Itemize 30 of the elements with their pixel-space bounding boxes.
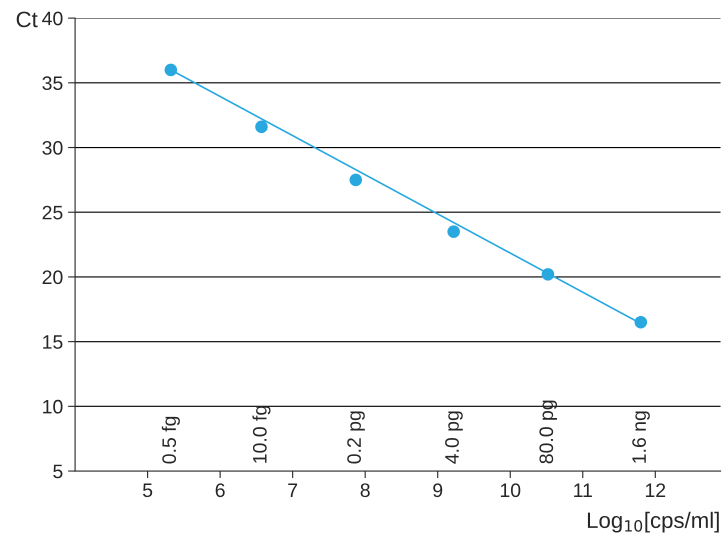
x-tick-label: 12 [646,483,666,497]
y-tick-label: 30 [42,140,63,155]
y-axis-title: Ct [16,12,38,28]
annotation: 0.5 fg [162,416,180,464]
x-tick-label: 5 [142,484,152,498]
x-tick-label: 7 [288,484,298,497]
y-tick-label: 25 [42,206,62,220]
x-axis-title: Log$_{10}$[cps/ml] [588,512,719,533]
y-tick-label: 5 [53,464,62,478]
point [634,316,648,328]
point [447,225,460,238]
point [542,268,554,281]
x-tick-label: 9 [433,483,442,498]
annotation: 80.0 pg [539,400,558,464]
annotation: 1.6 ng [632,411,650,463]
y-tick-label: 15 [43,335,62,349]
y-tick-label: 40 [42,12,63,26]
point [349,174,362,186]
point [164,64,178,76]
y-tick-label: 20 [42,270,63,284]
x-tick-label: 10 [500,483,520,498]
x-tick-label: 8 [360,483,370,498]
annotation: 4.0 pg [445,411,463,464]
x-tick-label: 11 [574,484,592,497]
annotation: 10.0 fg [252,406,271,463]
y-tick-label: 35 [42,76,62,90]
point [255,120,268,134]
annotation: 0.2 pg [347,411,365,464]
x-tick-label: 6 [216,483,225,498]
y-tick-label: 10 [43,400,63,414]
